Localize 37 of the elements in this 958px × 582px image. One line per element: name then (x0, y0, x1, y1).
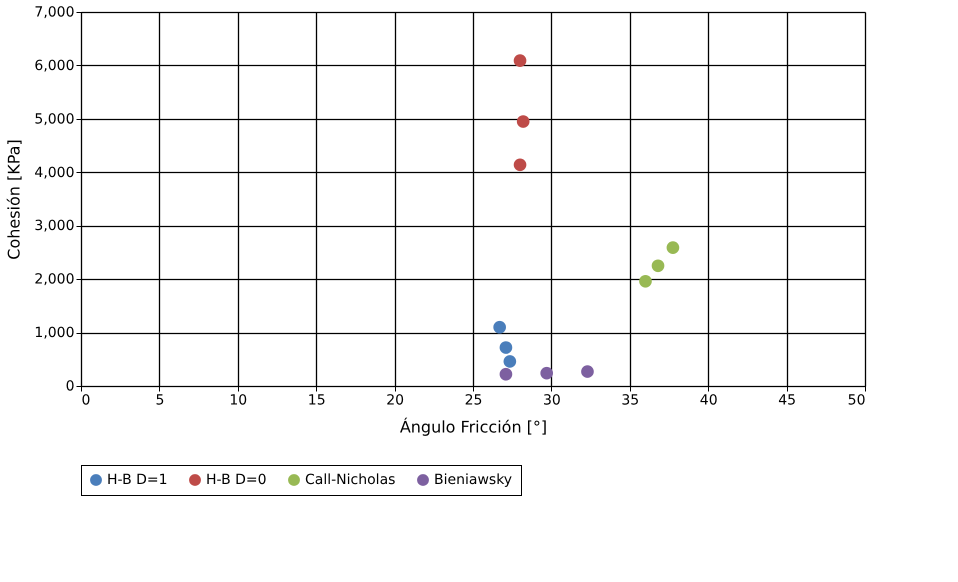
x-axis-title: Ángulo Fricción [°] (400, 418, 548, 436)
y-tick-label: 7,000 (34, 4, 74, 20)
point (516, 115, 530, 128)
x-tick-label: 50 (848, 392, 866, 408)
point (500, 341, 512, 354)
legend-label: Bieniawsky (434, 472, 512, 488)
x-tick-label: 20 (386, 392, 404, 408)
point (493, 320, 506, 334)
y-tick-label: 5,000 (34, 111, 74, 128)
legend-label: H-B D=0 (206, 472, 267, 488)
point (540, 366, 554, 380)
point (639, 274, 652, 288)
y-tick-label: 2,000 (34, 272, 74, 288)
legend-label: Call-Nicholas (305, 472, 396, 488)
point (581, 365, 594, 378)
y-tick-label: 0 (66, 378, 74, 394)
x-tick-label: 10 (229, 392, 248, 408)
point (500, 368, 512, 381)
y-tick-label: 6,000 (34, 58, 74, 74)
point (652, 259, 664, 272)
y-tick-label: 3,000 (34, 218, 74, 234)
point (514, 158, 526, 172)
x-tick-label: 35 (621, 392, 640, 408)
x-tick-label: 25 (464, 392, 482, 408)
y-tick-label: 1,000 (34, 325, 74, 342)
x-tick-label: 0 (82, 392, 90, 408)
legend-label: H-B D=1 (107, 472, 168, 488)
point (504, 355, 516, 368)
point (666, 241, 680, 254)
x-tick-label: 45 (778, 392, 796, 408)
x-tick-label: 40 (700, 392, 718, 408)
y-tick-label: 4,000 (34, 164, 74, 181)
y-axis-title: Cohesión [KPa] (4, 139, 24, 260)
x-tick-label: 15 (308, 392, 326, 408)
x-tick-label: 30 (542, 392, 561, 408)
point (514, 54, 526, 67)
x-tick-label: 5 (155, 392, 164, 408)
